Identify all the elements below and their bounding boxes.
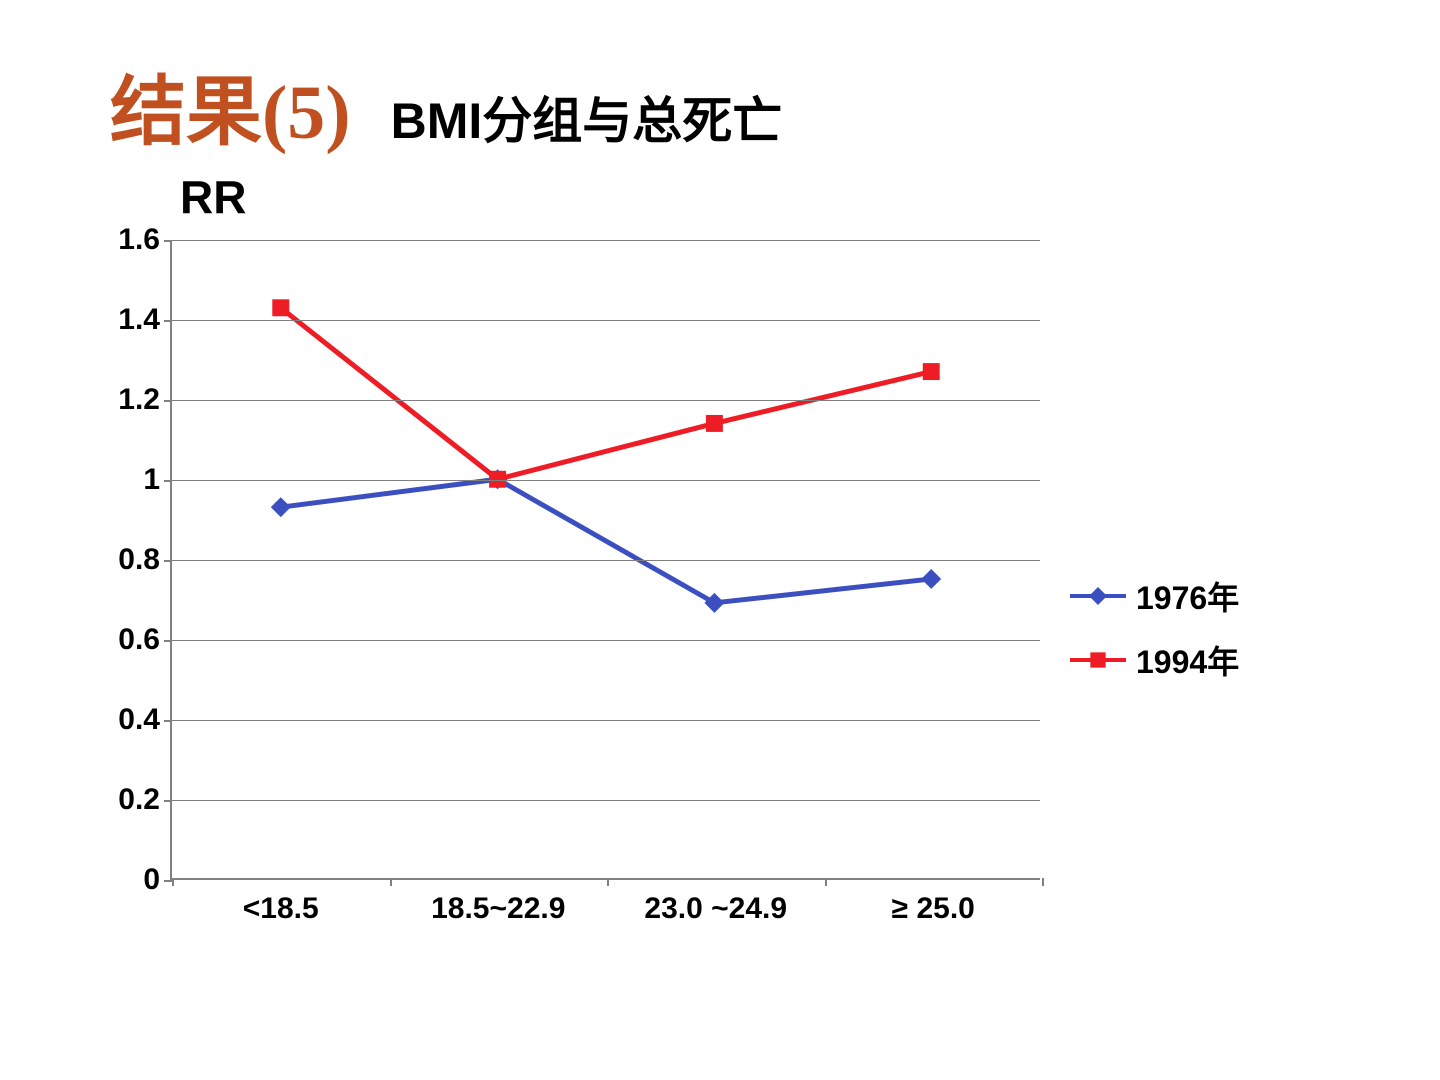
y-tick-label: 1.2 xyxy=(118,383,160,417)
legend: 1976年 1994年 xyxy=(1070,573,1239,683)
legend-item: 1994年 xyxy=(1070,637,1239,683)
y-tick-label: 0.2 xyxy=(118,783,160,817)
x-tick-label: 23.0 ~24.9 xyxy=(644,892,787,926)
y-tick-mark xyxy=(164,560,172,562)
gridline xyxy=(172,400,1040,401)
legend-label: 1994年 xyxy=(1136,637,1239,683)
x-tick-label: 18.5~22.9 xyxy=(431,892,565,926)
y-tick-label: 0.4 xyxy=(118,703,160,737)
y-tick-mark xyxy=(164,720,172,722)
y-tick-mark xyxy=(164,480,172,482)
y-tick-mark xyxy=(164,800,172,802)
title-sub: BMI分组与总死亡 xyxy=(391,81,783,153)
data-marker xyxy=(704,593,724,613)
y-tick-mark xyxy=(164,640,172,642)
legend-swatch xyxy=(1070,649,1126,671)
gridline xyxy=(172,720,1040,721)
y-tick-mark xyxy=(164,400,172,402)
legend-label: 1976年 xyxy=(1136,573,1239,619)
y-tick-mark xyxy=(164,240,172,242)
series-line xyxy=(281,479,931,603)
gridline xyxy=(172,640,1040,641)
legend-item: 1976年 xyxy=(1070,573,1239,619)
y-tick-label: 0.8 xyxy=(118,543,160,577)
chart-container: 00.20.40.60.811.21.41.6<18.518.5~22.923.… xyxy=(80,230,1360,990)
gridline xyxy=(172,560,1040,561)
y-tick-label: 1.6 xyxy=(118,223,160,257)
y-tick-label: 1.4 xyxy=(118,303,160,337)
x-tick-mark xyxy=(390,878,392,886)
x-tick-label: <18.5 xyxy=(243,892,319,926)
y-tick-mark xyxy=(164,320,172,322)
plot-area: 00.20.40.60.811.21.41.6<18.518.5~22.923.… xyxy=(170,240,1040,880)
x-tick-mark xyxy=(607,878,609,886)
title-main: 结果(5) xyxy=(110,50,351,160)
data-marker xyxy=(706,415,723,432)
data-marker xyxy=(271,497,291,517)
y-axis-title: RR xyxy=(180,170,1390,224)
x-tick-label: ≥ 25.0 xyxy=(892,892,975,926)
gridline xyxy=(172,320,1040,321)
x-tick-mark xyxy=(825,878,827,886)
data-marker xyxy=(921,569,941,589)
gridline xyxy=(172,800,1040,801)
gridline xyxy=(172,480,1040,481)
gridline xyxy=(172,240,1040,241)
data-marker xyxy=(923,363,940,380)
y-tick-mark xyxy=(164,880,172,882)
data-marker xyxy=(272,299,289,316)
x-tick-mark xyxy=(172,878,174,886)
series-line xyxy=(281,308,931,479)
chart-lines xyxy=(172,240,1040,878)
title-row: 结果(5) BMI分组与总死亡 xyxy=(110,50,1390,160)
y-tick-label: 1 xyxy=(143,463,160,497)
y-tick-label: 0.6 xyxy=(118,623,160,657)
y-tick-label: 0 xyxy=(143,863,160,897)
legend-swatch xyxy=(1070,585,1126,607)
x-tick-mark xyxy=(1042,878,1044,886)
